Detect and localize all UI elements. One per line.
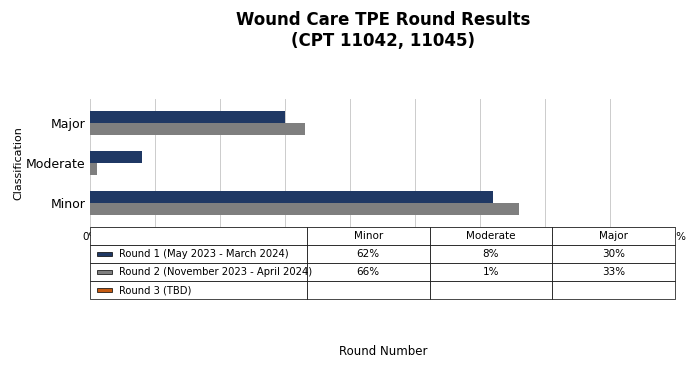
Bar: [90, 151, 143, 163]
Bar: [90, 123, 305, 135]
Text: 62%: 62%: [356, 249, 380, 259]
Text: 1%: 1%: [483, 267, 499, 277]
Text: Major: Major: [599, 231, 628, 241]
Text: 66%: 66%: [356, 267, 380, 277]
Bar: [429, 281, 553, 299]
Text: Round Number: Round Number: [338, 345, 427, 358]
Bar: [90, 245, 307, 263]
Text: Moderate: Moderate: [466, 231, 516, 241]
Bar: [429, 227, 553, 245]
Bar: [90, 111, 285, 123]
Bar: [553, 227, 675, 245]
Bar: [429, 245, 553, 263]
Bar: [307, 263, 429, 281]
Bar: [90, 227, 307, 245]
Bar: [90, 163, 97, 175]
Bar: [429, 263, 553, 281]
Text: Round 2 (November 2023 - April 2024): Round 2 (November 2023 - April 2024): [119, 267, 312, 277]
Text: 8%: 8%: [483, 249, 499, 259]
Bar: [307, 227, 429, 245]
Text: Wound Care TPE Round Results
(CPT 11042, 11045): Wound Care TPE Round Results (CPT 11042,…: [236, 11, 530, 50]
Bar: [307, 245, 429, 263]
Bar: [553, 263, 675, 281]
Bar: [97, 252, 112, 256]
Y-axis label: Classification: Classification: [13, 126, 23, 200]
Bar: [90, 263, 307, 281]
Bar: [90, 203, 519, 215]
Text: 30%: 30%: [602, 249, 625, 259]
Bar: [553, 245, 675, 263]
Bar: [307, 281, 429, 299]
Bar: [97, 270, 112, 274]
Text: Minor: Minor: [354, 231, 383, 241]
Text: Round 3 (TBD): Round 3 (TBD): [119, 285, 191, 295]
Bar: [90, 281, 307, 299]
Text: Round 1 (May 2023 - March 2024): Round 1 (May 2023 - March 2024): [119, 249, 288, 259]
Bar: [90, 191, 493, 203]
Text: 33%: 33%: [602, 267, 625, 277]
Bar: [97, 288, 112, 292]
Bar: [553, 281, 675, 299]
